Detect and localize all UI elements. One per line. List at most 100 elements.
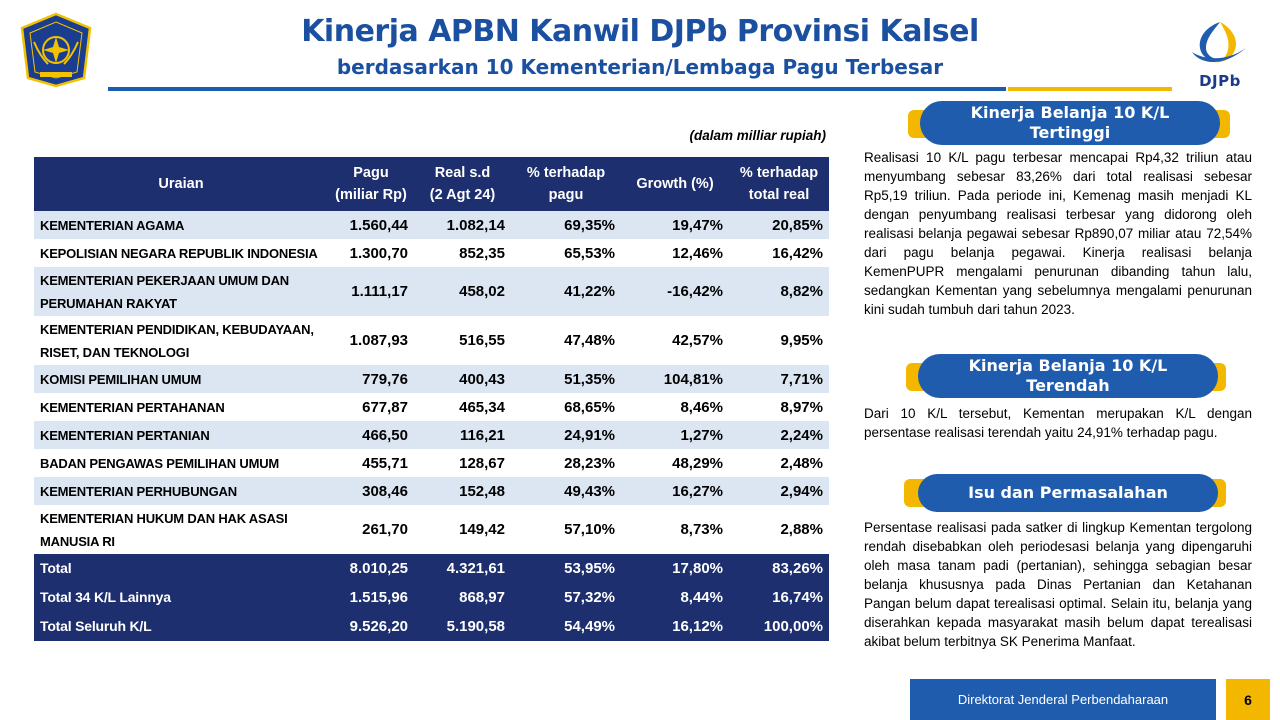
row-growth: 104,81%: [621, 365, 729, 393]
row-pct-pagu: 24,91%: [511, 421, 621, 449]
row-pct-real: 20,85%: [729, 211, 829, 239]
row-pct-real: 8,97%: [729, 393, 829, 421]
row-name: KEMENTERIAN PERTAHANAN: [34, 393, 328, 421]
table-row: KEMENTERIAN HUKUM DAN HAK ASASI MANUSIA R…: [34, 505, 829, 554]
table-row: KEMENTERIAN PEKERJAAN UMUM DAN PERUMAHAN …: [34, 267, 829, 316]
djpb-logo-text: DJPb: [1199, 72, 1241, 90]
row-name: BADAN PENGAWAS PEMILIHAN UMUM: [34, 449, 328, 477]
table-row: KEMENTERIAN PERTANIAN 466,50 116,21 24,9…: [34, 421, 829, 449]
page-title: Kinerja APBN Kanwil DJPb Provinsi Kalsel: [301, 14, 979, 49]
row-pagu: 677,87: [328, 393, 414, 421]
page-subtitle: berdasarkan 10 Kementerian/Lembaga Pagu …: [336, 55, 944, 79]
row-real: 516,55: [414, 316, 511, 365]
row-pct-real: 9,95%: [729, 316, 829, 365]
row-pagu: 779,76: [328, 365, 414, 393]
panel-lowest-title: Kinerja Belanja 10 K/L Terendah: [918, 354, 1218, 398]
total-real: 5.190,58: [414, 612, 511, 641]
table-row: BADAN PENGAWAS PEMILIHAN UMUM 455,71 128…: [34, 449, 829, 477]
row-pct-pagu: 57,10%: [511, 505, 621, 554]
total-pct-pagu: 53,95%: [511, 554, 621, 583]
total-name: Total Seluruh K/L: [34, 612, 328, 641]
row-pct-pagu: 65,53%: [511, 239, 621, 267]
row-real: 458,02: [414, 267, 511, 316]
total-pct-pagu: 57,32%: [511, 583, 621, 612]
total-real: 868,97: [414, 583, 511, 612]
row-name: KEMENTERIAN HUKUM DAN HAK ASASI MANUSIA R…: [34, 505, 328, 554]
table-row: KEMENTERIAN AGAMA 1.560,44 1.082,14 69,3…: [34, 211, 829, 239]
row-name: KOMISI PEMILIHAN UMUM: [34, 365, 328, 393]
row-pct-real: 2,94%: [729, 477, 829, 505]
row-pagu: 1.111,17: [328, 267, 414, 316]
row-pagu: 308,46: [328, 477, 414, 505]
row-name: KEMENTERIAN AGAMA: [34, 211, 328, 239]
row-pagu: 466,50: [328, 421, 414, 449]
row-real: 152,48: [414, 477, 511, 505]
row-name: KEMENTERIAN PEKERJAAN UMUM DAN PERUMAHAN …: [34, 267, 328, 316]
row-real: 149,42: [414, 505, 511, 554]
header-pagu: Pagu (miliar Rp): [328, 157, 414, 211]
row-pct-real: 7,71%: [729, 365, 829, 393]
row-pct-pagu: 51,35%: [511, 365, 621, 393]
table-header-row: Uraian Pagu (miliar Rp) Real s.d (2 Agt 24…: [34, 157, 829, 211]
total-real: 4.321,61: [414, 554, 511, 583]
panel-highest-text: Realisasi 10 K/L pagu terbesar mencapai …: [864, 150, 1252, 317]
table-row: KEMENTERIAN PERTAHANAN 677,87 465,34 68,…: [34, 393, 829, 421]
row-growth: 8,73%: [621, 505, 729, 554]
kemenkeu-emblem-icon: [20, 12, 92, 88]
row-growth: 8,46%: [621, 393, 729, 421]
row-pct-pagu: 47,48%: [511, 316, 621, 365]
row-pct-pagu: 28,23%: [511, 449, 621, 477]
row-name: KEPOLISIAN NEGARA REPUBLIK INDONESIA: [34, 239, 328, 267]
header-uraian: Uraian: [34, 157, 328, 211]
title-divider: [108, 87, 1006, 91]
title-divider-accent: [1008, 87, 1172, 91]
row-pct-pagu: 41,22%: [511, 267, 621, 316]
panel-issues-text: Persentase realisasi pada satker di ling…: [864, 520, 1252, 649]
total-name: Total: [34, 554, 328, 583]
row-growth: 12,46%: [621, 239, 729, 267]
row-pct-real: 2,24%: [729, 421, 829, 449]
kl-performance-table: Uraian Pagu (miliar Rp) Real s.d (2 Agt 24…: [34, 157, 829, 641]
table-row: KEMENTERIAN PERHUBUNGAN 308,46 152,48 49…: [34, 477, 829, 505]
djpb-logo-icon: [1192, 22, 1246, 63]
row-pagu: 455,71: [328, 449, 414, 477]
header-pct-real: % terhadap total real: [729, 157, 829, 211]
row-pagu: 1.087,93: [328, 316, 414, 365]
panel-issues-title: Isu dan Permasalahan: [918, 474, 1218, 512]
row-name: KEMENTERIAN PERTANIAN: [34, 421, 328, 449]
row-real: 1.082,14: [414, 211, 511, 239]
row-pct-real: 16,42%: [729, 239, 829, 267]
total-growth: 16,12%: [621, 612, 729, 641]
row-real: 116,21: [414, 421, 511, 449]
header-real: Real s.d (2 Agt 24): [414, 157, 511, 211]
table-row: KOMISI PEMILIHAN UMUM 779,76 400,43 51,3…: [34, 365, 829, 393]
total-pagu: 9.526,20: [328, 612, 414, 641]
row-pct-pagu: 69,35%: [511, 211, 621, 239]
row-pct-real: 8,82%: [729, 267, 829, 316]
table-row: KEMENTERIAN PENDIDIKAN, KEBUDAYAAN, RISET…: [34, 316, 829, 365]
row-pct-real: 2,88%: [729, 505, 829, 554]
row-growth: 42,57%: [621, 316, 729, 365]
total-pagu: 8.010,25: [328, 554, 414, 583]
row-name: KEMENTERIAN PERHUBUNGAN: [34, 477, 328, 505]
row-growth: 1,27%: [621, 421, 729, 449]
total-row: Total 8.010,25 4.321,61 53,95% 17,80% 83…: [34, 554, 829, 583]
panel-highest-title: Kinerja Belanja 10 K/L Tertinggi: [920, 101, 1220, 145]
panel-lowest-text: Dari 10 K/L tersebut, Kementan merupakan…: [864, 406, 1252, 440]
row-pagu: 1.560,44: [328, 211, 414, 239]
row-growth: -16,42%: [621, 267, 729, 316]
header-pct-pagu: % terhadap pagu: [511, 157, 621, 211]
total-pct-real: 100,00%: [729, 612, 829, 641]
total-name: Total 34 K/L Lainnya: [34, 583, 328, 612]
total-pagu: 1.515,96: [328, 583, 414, 612]
total-pct-real: 83,26%: [729, 554, 829, 583]
row-real: 128,67: [414, 449, 511, 477]
row-real: 465,34: [414, 393, 511, 421]
total-row: Total 34 K/L Lainnya 1.515,96 868,97 57,…: [34, 583, 829, 612]
row-growth: 16,27%: [621, 477, 729, 505]
row-real: 400,43: [414, 365, 511, 393]
row-pagu: 261,70: [328, 505, 414, 554]
row-growth: 48,29%: [621, 449, 729, 477]
row-growth: 19,47%: [621, 211, 729, 239]
header-growth: Growth (%): [621, 157, 729, 211]
